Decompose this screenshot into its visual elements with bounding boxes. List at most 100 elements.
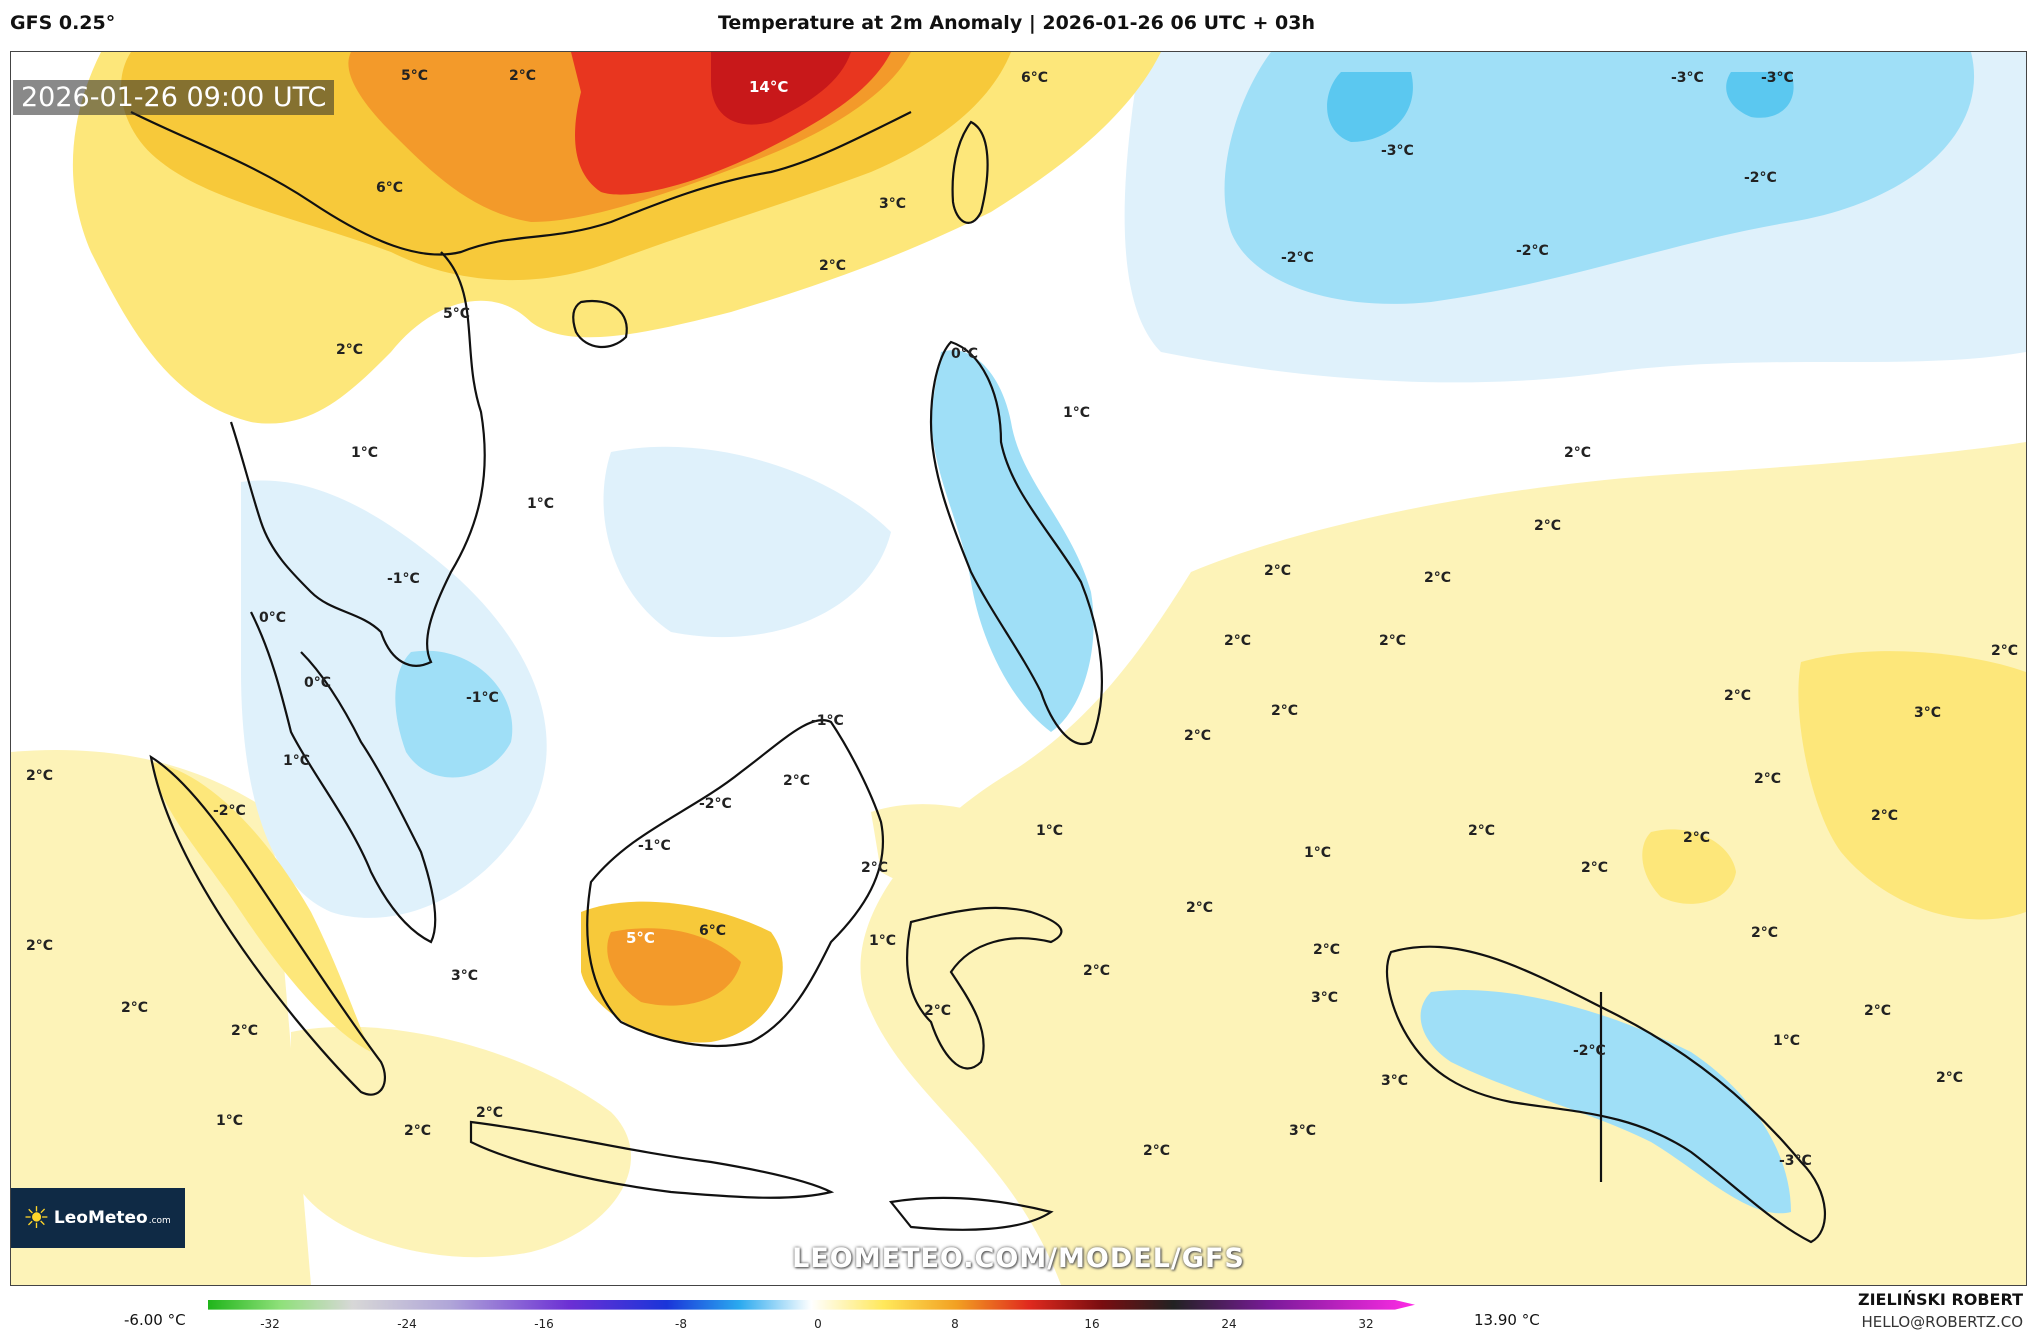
map-label: 2°C [26,768,53,784]
map-label: 0°C [951,346,978,362]
colorbar-tick: 32 [1358,1317,1373,1331]
cool-field-scs [241,480,547,918]
coast-sumatra [149,754,386,1096]
warm-patch-east [1798,651,2026,920]
map-label: 2°C [1534,518,1561,534]
map-label: 1°C [1773,1033,1800,1049]
map-label: 2°C [26,938,53,954]
colorbar-tick: -24 [397,1317,417,1331]
map-label: 1°C [1063,405,1090,421]
map-label: -2°C [699,796,732,812]
map-label: 6°C [699,923,726,939]
colorbar-tick: 24 [1221,1317,1236,1331]
logo-brand: LeoMeteo [53,1208,148,1228]
coast-taiwan [951,120,989,224]
map-label: 2°C [1936,1070,1963,1086]
model-name: GFS 0.25° [10,12,116,34]
map-label: 2°C [121,1000,148,1016]
map-label: -1°C [638,838,671,854]
cool-deep-ne [1327,72,1794,142]
chart-title: Temperature at 2m Anomaly | 2026-01-26 0… [717,12,1316,34]
map-label: 3°C [879,196,906,212]
map-label: 1°C [869,933,896,949]
leometeo-logo: ☀ LeoMeteo .com [11,1188,185,1248]
map-label: 2°C [1564,445,1591,461]
colorbar-tick: -16 [534,1317,554,1331]
field-shading [11,52,2026,1285]
map-label: 2°C [1864,1003,1891,1019]
warm-patch-east-2 [1642,829,1736,904]
map-label: 2°C [861,860,888,876]
colorbar-ticks: -32 -24 -16 -8 0 8 16 24 32 [260,1317,1373,1331]
coast-java [469,1120,835,1199]
coast-borneo [586,719,884,1048]
map-label: -1°C [387,571,420,587]
map-label: -3°C [1381,143,1414,159]
colorbar-max-label: 13.90 °C [1474,1311,1540,1329]
map-label: 3°C [1381,1073,1408,1089]
map-label: 1°C [1036,823,1063,839]
map-label: 2°C [1424,570,1451,586]
map-label: 2°C [1186,900,1213,916]
warm-field-sw [291,1026,632,1258]
map-label: 5°C [443,306,470,322]
map-label: 1°C [283,753,310,769]
map-label: 2°C [1313,942,1340,958]
colorbar-tick: -8 [675,1317,687,1331]
cool-core-gulf [395,650,513,778]
map-label: -3°C [1671,70,1704,86]
map-label: -1°C [466,690,499,706]
author-name: ZIELIŃSKI ROBERT [1857,1290,2023,1309]
logo-domain: .com [148,1216,171,1226]
map-label: 2°C [1724,688,1751,704]
coast-timor [888,1196,1054,1231]
map-label: 2°C [1581,860,1608,876]
map-label: 3°C [1914,705,1941,721]
map-label: 2°C [1468,823,1495,839]
colorbar: -32 -24 -16 -8 0 8 16 24 32 [208,1300,1415,1331]
map-label: 2°C [1224,633,1251,649]
warm-field-sumatra [151,762,371,1052]
anomaly-labels: 5°C 2°C 14°C 6°C 3°C -3°C -3°C -3°C -2°C… [26,68,2018,1169]
map-panel: 5°C 2°C 14°C 6°C 3°C -3°C -3°C -3°C -2°C… [10,51,2027,1286]
map-label: 3°C [1311,990,1338,1006]
map-label: 5°C [626,929,655,947]
coast-sulawesi [905,906,1063,1070]
author-email: HELLO@ROBERTZ.CO [1861,1313,2023,1331]
hot-core-china-2 [711,52,851,125]
map-label: 14°C [749,78,788,96]
sun-icon: ☀ [23,1200,50,1236]
warm-field-png-west [871,804,1051,890]
colorbar-fill [208,1300,1415,1310]
map-label: 1°C [216,1113,243,1129]
map-label: 2°C [924,1003,951,1019]
coast-mainland [130,111,912,667]
map-label: 2°C [509,68,536,84]
map-label: 1°C [351,445,378,461]
map-label: 2°C [1871,808,1898,824]
map-label: 3°C [1289,1123,1316,1139]
map-label: -2°C [213,803,246,819]
colorbar-tick: 8 [951,1317,959,1331]
map-label: 0°C [259,610,286,626]
map-label: 2°C [1184,728,1211,744]
map-label: 2°C [404,1123,431,1139]
map-label: 3°C [451,968,478,984]
hot-field-borneo [607,928,741,1006]
coast-malay [250,611,437,944]
anomaly-map: 5°C 2°C 14°C 6°C 3°C -3°C -3°C -3°C -2°C… [11,52,2026,1285]
coastlines [130,111,1827,1244]
cool-core-ne [1224,52,1975,304]
map-label: 2°C [819,258,846,274]
cool-field-scs-east [603,446,891,638]
coast-new-guinea [1386,945,1827,1244]
map-label: 2°C [1991,643,2018,659]
map-label: 2°C [1264,563,1291,579]
watermark-url: LEOMETEO.COM/MODEL/GFS [792,1243,1245,1274]
colorbar-min-label: -6.00 °C [124,1311,186,1329]
map-label: 0°C [304,675,331,691]
map-label: 2°C [1271,703,1298,719]
map-label: 5°C [401,68,428,84]
map-label: 2°C [1751,925,1778,941]
map-label: 2°C [1754,771,1781,787]
